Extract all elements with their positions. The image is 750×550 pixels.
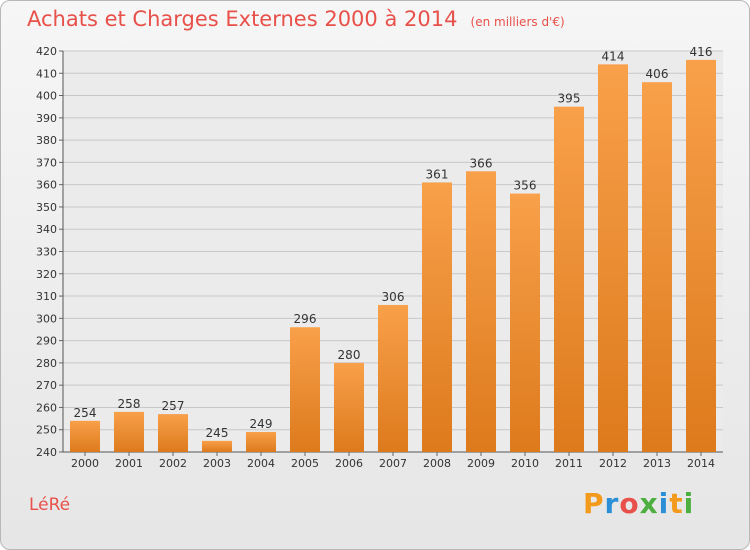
bar-2010 <box>510 193 540 453</box>
commune-name: LéRé <box>29 495 71 515</box>
logo-letter: x <box>639 487 659 520</box>
chart-title: Achats et Charges Externes 2000 à 2014 <box>27 7 458 31</box>
bar-2001 <box>114 411 144 452</box>
y-tick-label: 320 <box>36 268 57 281</box>
x-tick-label-2002: 2002 <box>159 457 187 470</box>
chart-subtitle: (en milliers d'€) <box>470 15 565 29</box>
bar-2005 <box>290 327 320 452</box>
y-tick-label: 420 <box>36 45 57 58</box>
y-tick-label: 310 <box>36 290 57 303</box>
x-tick-label-2010: 2010 <box>511 457 539 470</box>
y-tick-label: 410 <box>36 67 57 80</box>
x-tick-label-2008: 2008 <box>423 457 451 470</box>
y-tick-label: 290 <box>36 335 57 348</box>
bar-2013 <box>642 82 672 452</box>
x-tick-label-2006: 2006 <box>335 457 363 470</box>
y-tick-label: 340 <box>36 223 57 236</box>
y-tick-label: 260 <box>36 401 57 414</box>
bar-2012 <box>598 64 628 452</box>
logo-letter: o <box>619 487 640 520</box>
x-tick-label-2005: 2005 <box>291 457 319 470</box>
data-label-2010: 356 <box>514 179 537 193</box>
logo-letter: t <box>669 487 684 520</box>
proxiti-logo: Proxiti <box>583 487 694 520</box>
y-tick-label: 370 <box>36 156 57 169</box>
title-row: Achats et Charges Externes 2000 à 2014 (… <box>27 7 565 31</box>
data-label-2009: 366 <box>470 156 493 170</box>
logo-letter: P <box>583 487 605 520</box>
data-label-2000: 254 <box>74 406 97 420</box>
x-tick-label-2012: 2012 <box>599 457 627 470</box>
data-label-2003: 245 <box>206 426 229 440</box>
x-tick-label-2014: 2014 <box>687 457 715 470</box>
data-label-2013: 406 <box>646 67 669 81</box>
data-label-2007: 306 <box>382 290 405 304</box>
bar-2006 <box>334 362 364 452</box>
data-label-2005: 296 <box>294 312 317 326</box>
x-tick-label-2011: 2011 <box>555 457 583 470</box>
bar-2007 <box>378 304 408 452</box>
logo-letter: r <box>604 487 620 520</box>
y-tick-label: 240 <box>36 446 57 459</box>
bar-2000 <box>70 420 100 452</box>
y-tick-label: 270 <box>36 379 57 392</box>
data-label-2002: 257 <box>162 399 185 413</box>
bar-2009 <box>466 171 496 453</box>
y-tick-label: 250 <box>36 424 57 437</box>
x-tick-label-2007: 2007 <box>379 457 407 470</box>
data-label-2014: 416 <box>690 45 713 59</box>
y-tick-label: 380 <box>36 134 57 147</box>
y-tick-label: 400 <box>36 90 57 103</box>
x-tick-label-2000: 2000 <box>71 457 99 470</box>
y-tick-label: 350 <box>36 201 57 214</box>
bar-2004 <box>246 431 276 452</box>
bar-2008 <box>422 182 452 452</box>
logo-letter: i <box>658 487 670 520</box>
logo-letter: i <box>683 487 695 520</box>
data-label-2001: 258 <box>118 397 141 411</box>
data-label-2006: 280 <box>338 348 361 362</box>
y-tick-label: 300 <box>36 312 57 325</box>
bar-2003 <box>202 440 232 452</box>
y-tick-label: 390 <box>36 112 57 125</box>
data-label-2004: 249 <box>250 417 273 431</box>
x-tick-label-2003: 2003 <box>203 457 231 470</box>
x-tick-label-2004: 2004 <box>247 457 275 470</box>
y-tick-label: 330 <box>36 246 57 259</box>
data-label-2011: 395 <box>558 92 581 106</box>
x-tick-label-2009: 2009 <box>467 457 495 470</box>
bar-2014 <box>686 59 716 453</box>
x-tick-label-2013: 2013 <box>643 457 671 470</box>
y-tick-label: 280 <box>36 357 57 370</box>
y-tick-label: 360 <box>36 179 57 192</box>
bar-2011 <box>554 106 584 452</box>
bar-2002 <box>158 414 188 452</box>
data-label-2012: 414 <box>602 49 625 63</box>
x-tick-label-2001: 2001 <box>115 457 143 470</box>
data-label-2008: 361 <box>426 167 449 181</box>
